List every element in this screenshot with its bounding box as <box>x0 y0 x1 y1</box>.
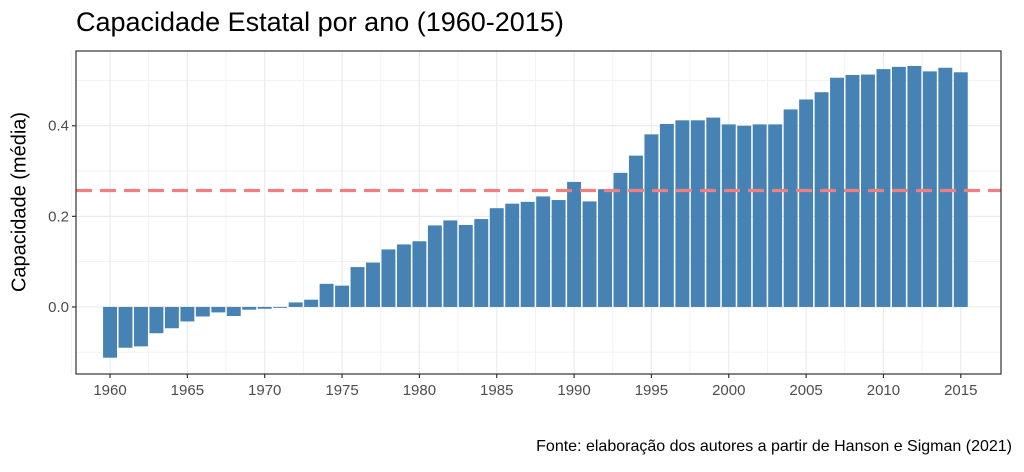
bar-1972 <box>288 302 303 307</box>
bar-1987 <box>520 201 535 307</box>
bar-1960 <box>103 306 117 358</box>
bar-1971 <box>273 306 288 308</box>
x-tick-label: 1965 <box>171 382 204 399</box>
bar-1981 <box>427 225 442 307</box>
plot-border <box>75 50 1002 375</box>
bar-1977 <box>366 262 380 307</box>
chart-title: Capacidade Estatal por ano (1960-2015) <box>76 7 564 37</box>
bar-2006 <box>814 92 829 307</box>
bar-1997 <box>675 120 690 307</box>
bar-2014 <box>938 67 953 307</box>
bar-1993 <box>613 172 628 307</box>
bar-1979 <box>396 244 411 307</box>
x-tick-label: 1995 <box>635 382 668 399</box>
bar-1973 <box>304 299 319 307</box>
bar-1986 <box>505 203 520 307</box>
x-tick-label: 1985 <box>480 382 513 399</box>
bar-1992 <box>598 189 612 307</box>
bar-1975 <box>335 285 350 307</box>
bar-1996 <box>659 123 674 307</box>
bar-1984 <box>474 219 489 307</box>
bar-1994 <box>628 155 643 307</box>
chart-caption: Fonte: elaboração dos autores a partir d… <box>536 438 1012 455</box>
bar-2009 <box>861 74 875 307</box>
bar-1998 <box>690 120 705 307</box>
bars <box>103 65 968 358</box>
bar-1974 <box>319 283 334 307</box>
bar-1990 <box>567 181 582 307</box>
y-tick-label: 0.4 <box>48 118 69 135</box>
bar-1964 <box>164 306 179 329</box>
bar-2010 <box>876 69 891 307</box>
x-tick-label: 1990 <box>557 382 590 399</box>
bar-2015 <box>953 72 968 307</box>
bar-1961 <box>118 306 133 348</box>
bar-1991 <box>582 201 597 307</box>
bar-1976 <box>350 267 365 307</box>
bar-2005 <box>799 99 814 307</box>
bar-1966 <box>195 306 210 317</box>
bar-1965 <box>180 306 195 322</box>
x-tick-label: 2005 <box>789 382 822 399</box>
bar-1983 <box>458 224 473 307</box>
bar-2002 <box>752 124 767 307</box>
x-tick-label: 2015 <box>944 382 977 399</box>
bar-1989 <box>551 200 566 307</box>
bar-1999 <box>706 117 721 307</box>
x-tick-label: 1960 <box>93 382 126 399</box>
y-axis: 0.0 0.2 0.4 <box>48 118 76 316</box>
bar-1985 <box>489 208 504 307</box>
y-tick-label: 0.2 <box>48 208 69 225</box>
bar-1967 <box>211 306 226 313</box>
x-axis: 1960 1965 1970 1975 1980 1985 1990 1995 2000 2005… <box>93 374 977 399</box>
y-tick-label: 0.0 <box>48 299 69 316</box>
x-tick-label: 2000 <box>712 382 745 399</box>
bar-2007 <box>830 77 844 307</box>
bar-2004 <box>783 109 798 307</box>
bar-1968 <box>226 306 241 317</box>
x-tick-label: 2010 <box>867 382 900 399</box>
x-tick-label: 1970 <box>248 382 281 399</box>
bar-1970 <box>257 306 272 309</box>
bar-1980 <box>412 241 427 307</box>
bar-1995 <box>644 134 659 307</box>
bar-2000 <box>721 124 736 307</box>
bar-1978 <box>381 249 396 307</box>
bar-2011 <box>891 66 906 307</box>
x-tick-label: 1980 <box>403 382 436 399</box>
bar-2003 <box>768 124 783 307</box>
bar-1962 <box>134 306 148 347</box>
bar-1963 <box>149 306 164 334</box>
bar-1988 <box>536 196 551 307</box>
bar-1982 <box>443 220 458 307</box>
bar-2001 <box>737 125 752 307</box>
x-tick-label: 1975 <box>325 382 358 399</box>
bar-2012 <box>907 65 922 307</box>
bar-1969 <box>242 306 257 310</box>
